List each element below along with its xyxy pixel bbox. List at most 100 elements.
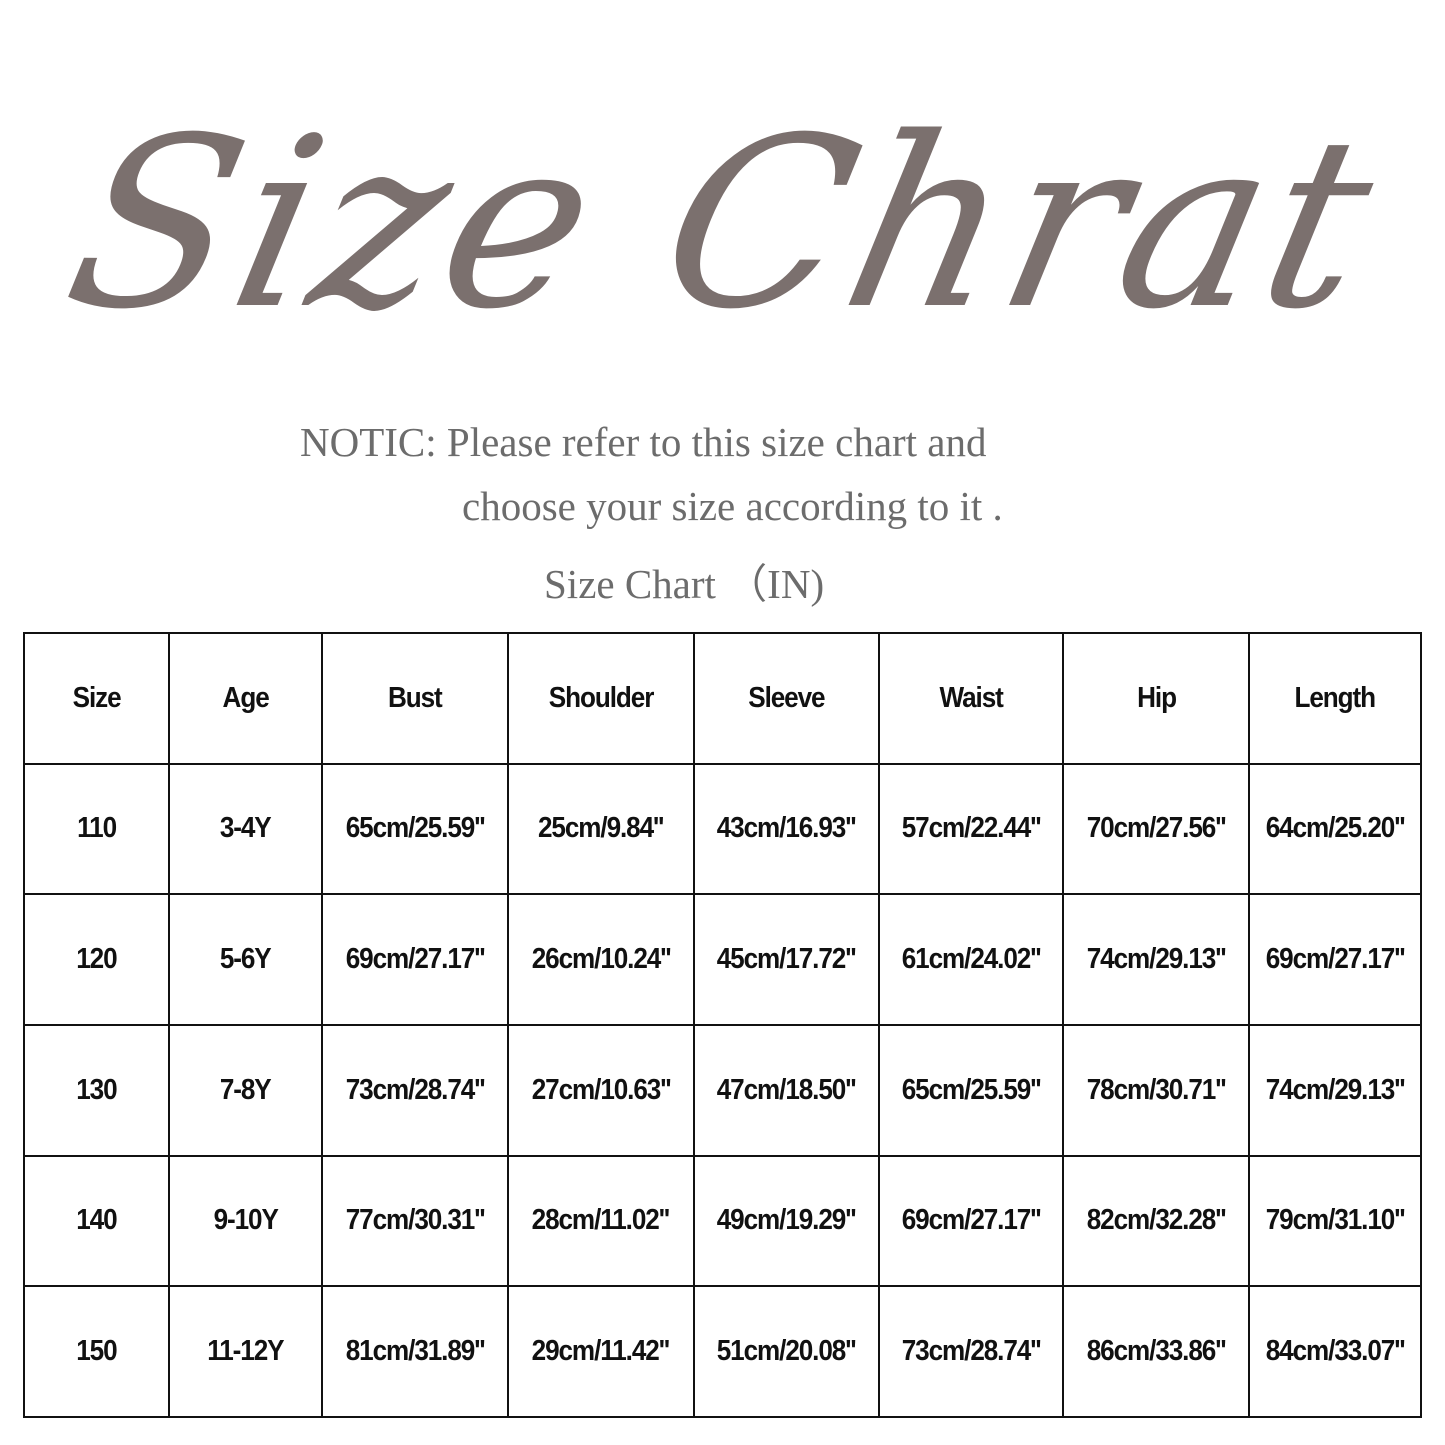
- table-cell: 120: [22, 893, 171, 1026]
- cell-text: 3-4Y: [220, 812, 272, 845]
- cell-text: 26cm/10.24'': [531, 943, 671, 976]
- table-cell: 130: [22, 1023, 171, 1157]
- cell-text: 9-10Y: [213, 1204, 279, 1237]
- cell-text: 140: [76, 1204, 118, 1237]
- cell-text: 130: [76, 1073, 118, 1106]
- table-row: 120 5-6Y 69cm/27.17'' 26cm/10.24'' 45cm/17.7…: [22, 893, 1422, 1026]
- cell-text: 5-6Y: [220, 943, 272, 976]
- table-cell: 81cm/31.89'': [321, 1285, 509, 1418]
- cell-text: 120: [76, 943, 118, 976]
- table-row: 150 11-12Y 81cm/31.89'' 29cm/11.42'' 51cm/20…: [22, 1285, 1422, 1418]
- cell-text: 49cm/19.29'': [717, 1204, 857, 1237]
- table-cell: 11-12Y: [168, 1285, 323, 1418]
- table-cell: 5-6Y: [168, 893, 323, 1026]
- table-cell: 69cm/27.17'': [321, 893, 509, 1026]
- cell-text: 81cm/31.89'': [345, 1335, 486, 1368]
- table-cell: 79cm/31.10'': [1248, 1154, 1422, 1288]
- cell-text: 61cm/24.02'': [901, 943, 1042, 976]
- cell-text: 65cm/25.59'': [345, 812, 486, 845]
- cell-text: 82cm/32.28'': [1086, 1204, 1227, 1237]
- table-header-row: Size Age Bust Shoulder Sleeve Waist Hip Length: [22, 632, 1422, 765]
- table-cell: 9-10Y: [168, 1154, 323, 1288]
- table-cell: 27cm/10.63'': [506, 1023, 695, 1157]
- cell-text: Size: [72, 681, 122, 714]
- cell-text: 73cm/28.74'': [901, 1335, 1042, 1368]
- cell-text: 64cm/25.20'': [1265, 812, 1406, 845]
- table-cell: Length: [1248, 632, 1422, 765]
- cell-text: 57cm/22.44'': [901, 812, 1042, 845]
- cell-text: 69cm/27.17'': [345, 943, 486, 976]
- cell-text: Length: [1294, 681, 1377, 714]
- cell-text: 86cm/33.86'': [1086, 1335, 1227, 1368]
- cell-text: 65cm/25.59'': [901, 1073, 1042, 1106]
- page-title: Size Chrat: [47, 88, 1398, 361]
- size-chart-label: Size Chart （IN): [544, 561, 825, 607]
- size-table: Size Age Bust Shoulder Sleeve Waist Hip Length 1…: [22, 632, 1422, 1418]
- table-cell: 140: [22, 1154, 171, 1288]
- table-cell: 7-8Y: [168, 1023, 323, 1157]
- notice-line-2: choose your size according to it .: [462, 483, 1003, 529]
- cell-text: 79cm/31.10'': [1265, 1204, 1406, 1237]
- cell-text: Bust: [388, 681, 443, 714]
- cell-text: 11-12Y: [207, 1335, 285, 1368]
- table-cell: 69cm/27.17'': [1248, 893, 1422, 1026]
- table-cell: 73cm/28.74'': [878, 1285, 1065, 1418]
- cell-text: 25cm/9.84'': [538, 812, 664, 845]
- cell-text: Sleeve: [748, 681, 825, 714]
- cell-text: 110: [77, 812, 117, 845]
- cell-text: 73cm/28.74'': [345, 1073, 486, 1106]
- cell-text: 84cm/33.07'': [1265, 1335, 1406, 1368]
- table-cell: 51cm/20.08'': [692, 1285, 881, 1418]
- cell-text: 69cm/27.17'': [1265, 943, 1406, 976]
- table-cell: 57cm/22.44'': [878, 762, 1065, 896]
- cell-text: Age: [222, 681, 270, 714]
- table-cell: 74cm/29.13'': [1248, 1023, 1422, 1157]
- table-cell: 29cm/11.42'': [506, 1285, 695, 1418]
- table-cell: 45cm/17.72'': [692, 893, 881, 1026]
- table-cell: 77cm/30.31'': [321, 1154, 509, 1288]
- table-row: 110 3-4Y 65cm/25.59'' 25cm/9.84'' 43cm/16.93…: [22, 762, 1422, 896]
- cell-text: 69cm/27.17'': [901, 1204, 1042, 1237]
- table-cell: 84cm/33.07'': [1248, 1285, 1422, 1418]
- cell-text: 78cm/30.71'': [1086, 1073, 1227, 1106]
- table-cell: Waist: [878, 632, 1065, 765]
- cell-text: Hip: [1136, 681, 1177, 714]
- table-cell: 49cm/19.29'': [692, 1154, 881, 1288]
- cell-text: 29cm/11.42'': [532, 1335, 670, 1368]
- table-cell: 70cm/27.56'': [1062, 762, 1251, 896]
- cell-text: Waist: [939, 681, 1004, 714]
- table-cell: 110: [22, 762, 171, 896]
- table-cell: Age: [168, 632, 323, 765]
- table-cell: 61cm/24.02'': [878, 893, 1065, 1026]
- table-cell: Bust: [321, 632, 509, 765]
- table-cell: 150: [22, 1285, 171, 1418]
- table-row: 140 9-10Y 77cm/30.31'' 28cm/11.02'' 49cm/19.…: [22, 1154, 1422, 1288]
- notice-line-1: NOTIC: Please refer to this size chart a…: [300, 419, 987, 465]
- table-cell: 65cm/25.59'': [321, 762, 509, 896]
- table-cell: 69cm/27.17'': [878, 1154, 1065, 1288]
- table-cell: Shoulder: [506, 632, 695, 765]
- cell-text: 74cm/29.13'': [1086, 943, 1227, 976]
- cell-text: Shoulder: [548, 681, 654, 714]
- table-cell: 47cm/18.50'': [692, 1023, 881, 1157]
- cell-text: 74cm/29.13'': [1265, 1073, 1406, 1106]
- cell-text: 77cm/30.31'': [345, 1204, 486, 1237]
- table-cell: 26cm/10.24'': [506, 893, 695, 1026]
- table-cell: Sleeve: [692, 632, 881, 765]
- cell-text: 7-8Y: [220, 1073, 272, 1106]
- table-cell: 86cm/33.86'': [1062, 1285, 1251, 1418]
- table-cell: 28cm/11.02'': [506, 1154, 695, 1288]
- cell-text: 28cm/11.02'': [532, 1204, 670, 1237]
- table-cell: Hip: [1062, 632, 1251, 765]
- table-cell: 82cm/32.28'': [1062, 1154, 1251, 1288]
- cell-text: 45cm/17.72'': [717, 943, 857, 976]
- cell-text: 43cm/16.93'': [717, 812, 857, 845]
- table-cell: 43cm/16.93'': [692, 762, 881, 896]
- table-cell: 78cm/30.71'': [1062, 1023, 1251, 1157]
- table-row: 130 7-8Y 73cm/28.74'' 27cm/10.63'' 47cm/18.5…: [22, 1023, 1422, 1157]
- table-cell: 25cm/9.84'': [506, 762, 695, 896]
- cell-text: 70cm/27.56'': [1086, 812, 1227, 845]
- table-cell: 65cm/25.59'': [878, 1023, 1065, 1157]
- cell-text: 47cm/18.50'': [717, 1073, 857, 1106]
- cell-text: 27cm/10.63'': [531, 1073, 671, 1106]
